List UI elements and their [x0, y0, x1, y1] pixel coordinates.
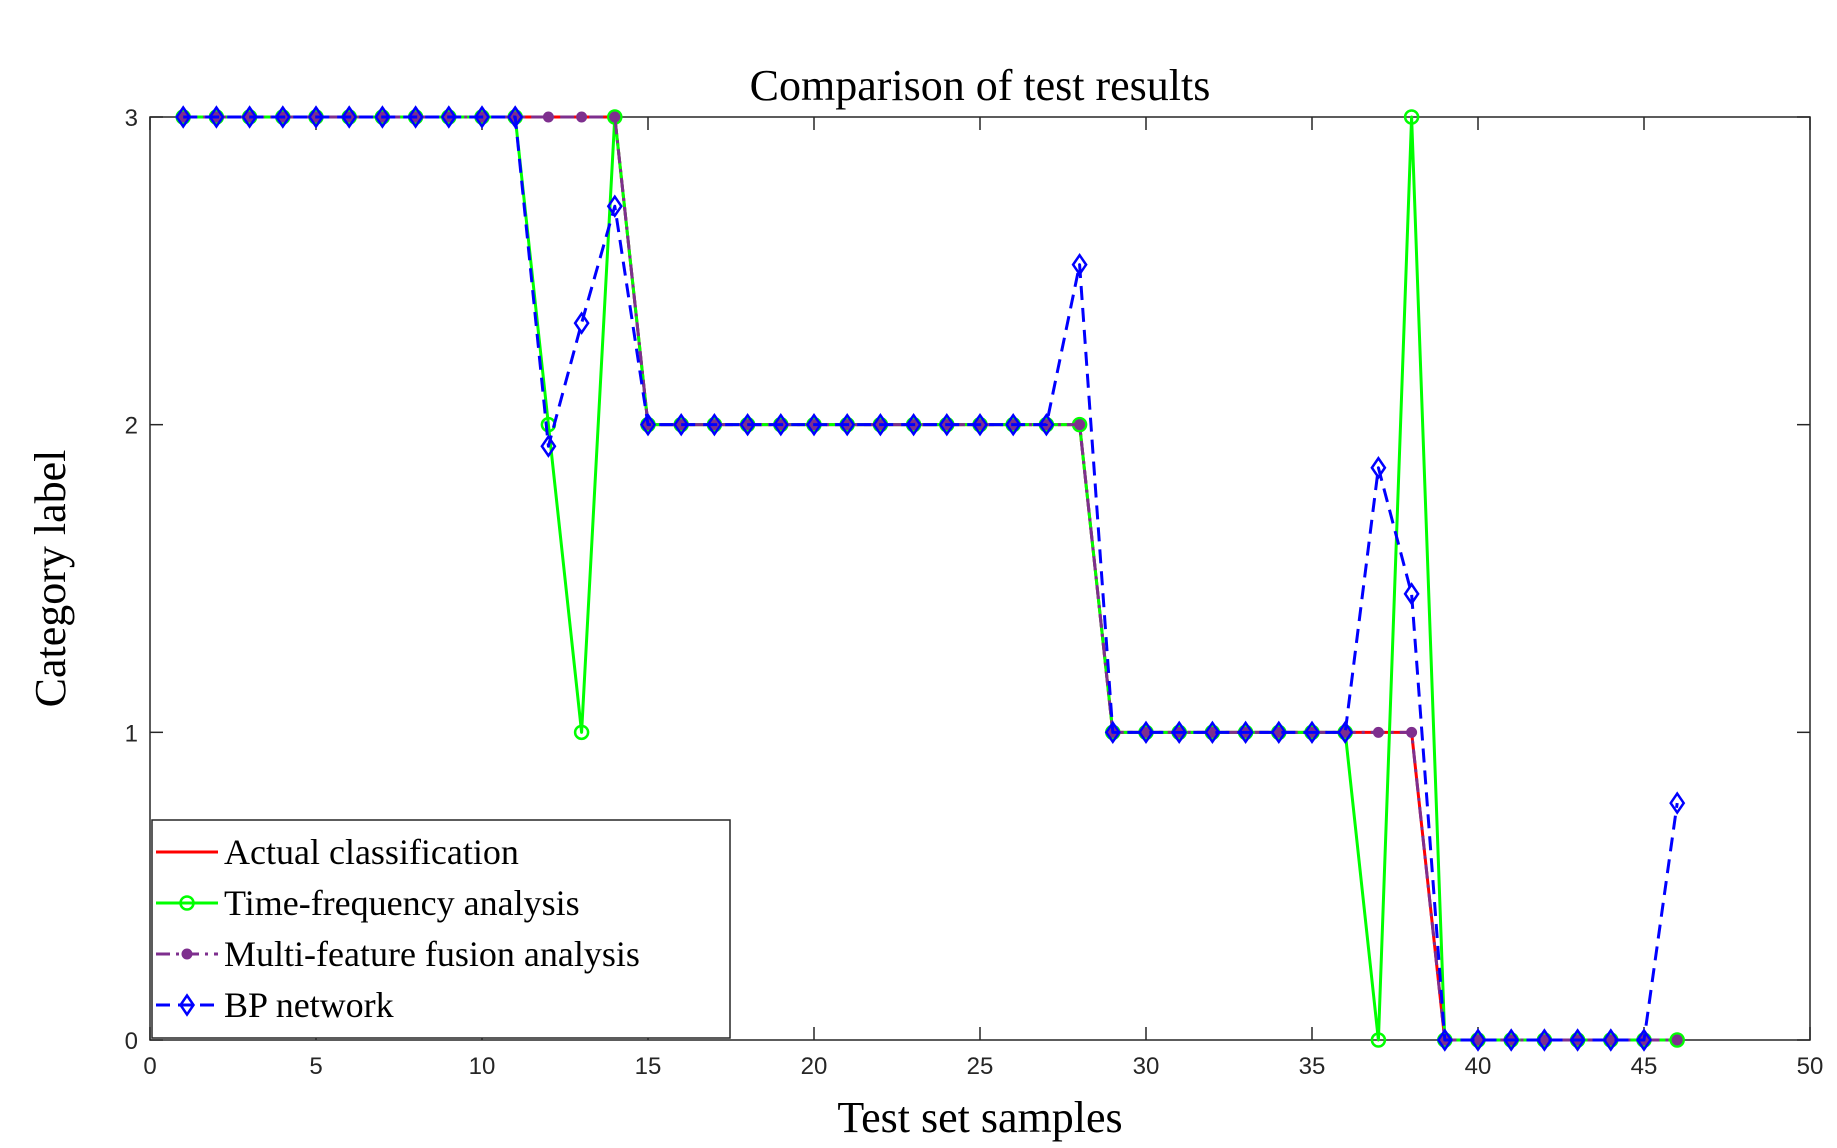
data-point	[407, 105, 424, 129]
legend-label: Actual classification	[224, 832, 519, 872]
data-point	[1669, 1032, 1685, 1048]
data-point	[839, 412, 856, 437]
legend-box	[151, 819, 731, 1039]
data-point	[1074, 419, 1086, 431]
data-point	[971, 412, 989, 437]
data-point	[1171, 720, 1188, 745]
legend-item: BP network	[156, 985, 394, 1025]
data-point	[639, 412, 657, 437]
data-point	[1406, 726, 1418, 738]
data-point	[1370, 1032, 1387, 1048]
data-point	[341, 105, 358, 129]
chart-title: Comparison of test results	[750, 61, 1211, 110]
y-axis-label: Category label	[26, 450, 75, 708]
x-tick-label: 25	[967, 1053, 994, 1080]
data-point	[576, 111, 588, 123]
x-axis-label: Test set samples	[837, 1093, 1122, 1142]
legend-label: BP network	[224, 985, 394, 1025]
data-point	[1469, 1028, 1487, 1052]
data-point	[609, 111, 621, 123]
x-tick-label: 50	[1797, 1053, 1824, 1080]
data-point	[1303, 720, 1321, 745]
data-point	[573, 724, 590, 741]
x-tick-label: 20	[801, 1053, 828, 1080]
data-point	[706, 412, 723, 437]
data-point	[772, 412, 789, 437]
data-point	[1436, 1028, 1453, 1052]
y-tick-label: 0	[125, 1028, 138, 1055]
data-point	[1671, 1034, 1683, 1046]
data-point	[872, 412, 889, 437]
data-point	[606, 194, 623, 218]
legend-item: Actual classification	[156, 832, 519, 872]
data-point	[208, 105, 225, 129]
x-tick-label: 0	[143, 1053, 156, 1080]
x-tick-label: 15	[635, 1053, 662, 1080]
y-tick-label: 1	[125, 720, 138, 747]
legend-marker	[181, 948, 193, 960]
data-point	[1370, 456, 1387, 480]
data-point	[1104, 720, 1121, 745]
data-point	[573, 311, 590, 335]
data-point	[1569, 1028, 1586, 1052]
legend-marker	[179, 895, 195, 911]
data-point	[1372, 726, 1384, 738]
data-point	[507, 105, 524, 129]
data-point	[175, 105, 192, 129]
data-point	[1005, 412, 1022, 437]
data-point	[805, 412, 823, 437]
data-point	[1669, 791, 1686, 815]
series-3	[175, 105, 1686, 1052]
x-tick-label: 45	[1631, 1053, 1658, 1080]
data-point	[274, 105, 291, 129]
legend-marker	[178, 993, 196, 1017]
data-point	[1403, 109, 1420, 125]
data-point	[938, 412, 955, 437]
x-tick-label: 35	[1299, 1053, 1326, 1080]
y-tick-label: 2	[125, 413, 138, 440]
data-point	[374, 105, 391, 129]
x-tick-label: 40	[1465, 1053, 1492, 1080]
data-point	[542, 111, 554, 123]
data-point	[440, 105, 457, 129]
data-point	[673, 412, 690, 437]
data-point	[1503, 1028, 1520, 1052]
legend-item: Time-frequency analysis	[156, 883, 580, 923]
data-point	[1337, 720, 1354, 745]
data-point	[1270, 720, 1287, 745]
x-tick-label: 30	[1133, 1053, 1160, 1080]
legend-label: Multi-feature fusion analysis	[224, 934, 640, 974]
data-point	[1137, 720, 1155, 745]
legend: Actual classification Time-frequency anal…	[151, 819, 731, 1039]
data-point	[739, 412, 756, 437]
data-point	[473, 105, 491, 129]
data-point	[1635, 1028, 1653, 1052]
data-point	[1071, 252, 1088, 277]
data-point	[540, 434, 557, 458]
data-point	[307, 105, 325, 129]
data-point	[1204, 720, 1221, 745]
legend-item: Multi-feature fusion analysis	[156, 934, 640, 974]
data-point	[905, 412, 922, 437]
data-point	[1403, 582, 1420, 606]
data-point	[241, 105, 258, 129]
y-tick-label: 3	[125, 105, 138, 132]
data-point	[1038, 412, 1055, 437]
x-tick-label: 5	[309, 1053, 322, 1080]
series-line	[183, 115, 1679, 1042]
data-point	[1602, 1028, 1619, 1052]
legend-label: Time-frequency analysis	[224, 883, 580, 923]
data-point	[1237, 720, 1254, 745]
x-tick-label: 10	[469, 1053, 496, 1080]
data-point	[1536, 1028, 1553, 1052]
